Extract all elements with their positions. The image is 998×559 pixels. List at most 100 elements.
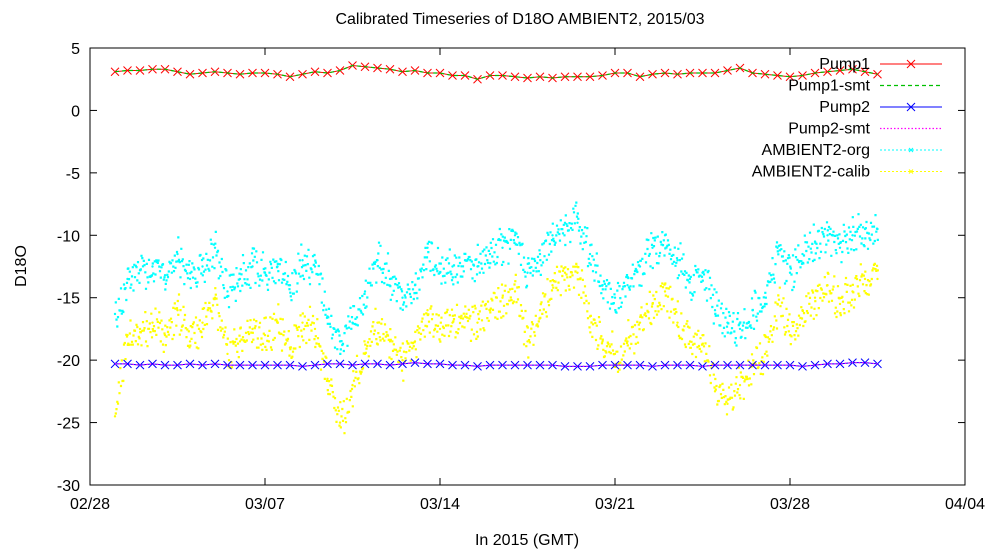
legend-item: Pump2 [819,99,942,116]
data-point [213,296,217,299]
series-ambient2-calib [113,262,879,435]
data-point [535,360,545,370]
data-point [676,321,679,324]
data-point [488,309,492,312]
data-point [326,315,329,318]
plot-area [89,47,966,486]
data-point [676,259,679,262]
data-point [785,72,795,82]
data-point [698,68,707,78]
data-point [835,359,845,369]
data-point [438,271,442,274]
data-point [251,265,254,268]
data-point [313,265,317,268]
y-tick-label: -20 [57,353,80,370]
data-point [551,234,554,237]
data-point [351,321,354,324]
data-point [363,290,367,293]
data-point [323,359,332,369]
data-point [376,259,379,262]
data-point [323,68,332,78]
legend-label: Pump2 [819,99,870,116]
data-point [513,290,517,293]
y-tick-label: -5 [66,166,80,183]
data-point [338,340,342,343]
series-layer [110,61,882,435]
data-point [660,360,670,370]
data-point [273,360,282,370]
data-point [751,309,754,312]
data-point [798,362,807,371]
data-point [123,359,132,369]
plot-frame [89,47,966,486]
data-point [651,302,654,306]
data-point [776,302,779,306]
data-point [385,64,395,74]
data-point [435,68,445,78]
data-point [113,312,117,316]
data-point [448,360,457,370]
data-point [313,327,317,331]
legend-item: AMBIENT2-calib [752,164,942,181]
data-point [876,227,879,231]
legend-label: AMBIENT2-calib [752,164,870,181]
data-point [563,221,567,224]
data-point [326,377,329,381]
data-point [173,360,182,370]
legend-label: Pump1-smt [788,78,870,95]
data-point [710,360,720,370]
data-point [476,265,479,268]
legend-label: AMBIENT2-org [762,142,870,159]
data-point [126,277,129,281]
data-point [263,271,267,274]
data-point [863,227,867,231]
data-point [213,246,217,249]
data-point [563,271,567,274]
data-point [851,290,854,293]
data-point [635,72,645,82]
y-tick-label: -30 [57,478,80,495]
data-point [188,277,192,281]
data-point [588,252,592,256]
data-point [701,271,704,274]
legend-marker [906,59,916,69]
legend-item: Pump1 [819,56,942,73]
data-point [301,259,304,262]
data-point [298,69,307,79]
data-point [813,240,817,243]
data-point [263,333,267,337]
data-point [601,340,604,343]
data-point [773,360,782,370]
data-point [738,327,742,331]
data-point [788,333,792,337]
data-point [176,252,179,256]
chart-title: Calibrated Timeseries of D18O AMBIENT2, … [335,11,704,28]
legend-marker [906,102,916,112]
data-point [413,340,417,343]
data-point [763,352,767,356]
data-point [626,284,629,287]
x-tick-label: 03/14 [420,496,460,513]
data-point [235,69,245,79]
data-point [176,309,179,312]
data-point [251,327,254,331]
data-point [838,246,842,249]
data-point [738,383,742,387]
data-point [613,296,617,299]
series-pump1-smt [114,64,878,80]
data-point [238,277,242,281]
data-point [138,327,142,331]
data-point [401,296,404,299]
data-point [723,360,732,370]
data-point [473,362,482,371]
legend-item: AMBIENT2-org [762,142,942,159]
data-point [688,277,692,281]
data-point [426,246,429,249]
series-line [115,361,878,368]
data-point [226,290,229,293]
data-point [663,234,667,237]
data-point [810,360,820,370]
data-point [135,66,145,75]
data-point [826,234,829,237]
data-point [338,421,342,424]
